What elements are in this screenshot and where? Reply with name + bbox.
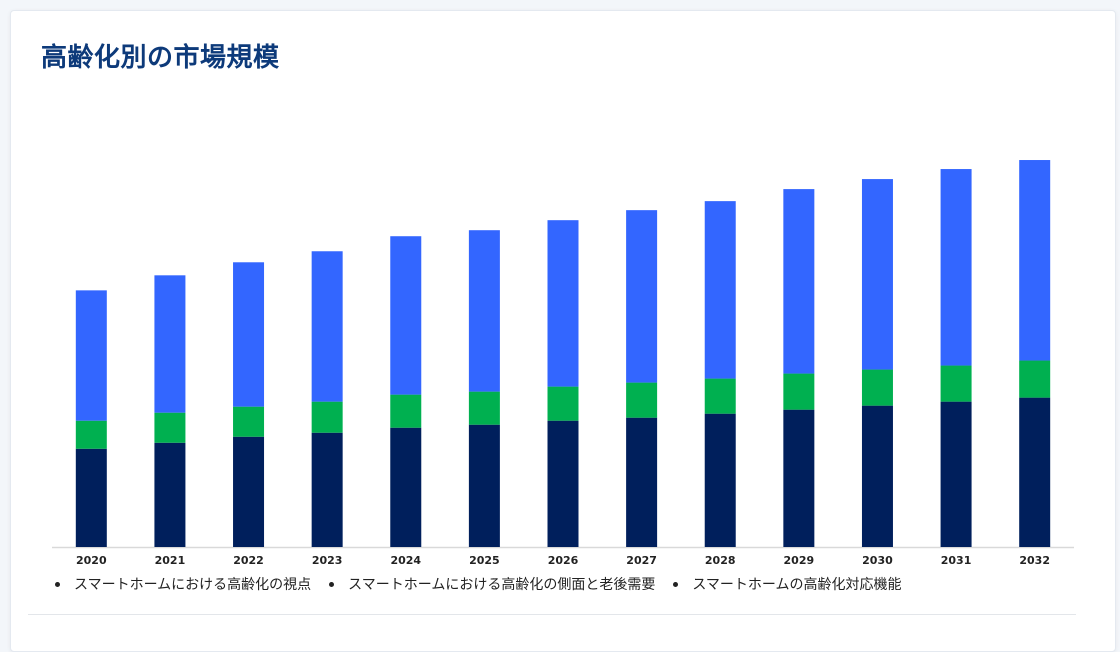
bar-2031-series-2 <box>940 365 972 402</box>
legend-item-2: スマートホームにおける高齢化の側面と老後需要 <box>329 574 655 594</box>
bar-2030-series-1 <box>861 405 893 547</box>
legend-label-3: スマートホームの高齢化対応機能 <box>692 577 902 593</box>
bar-2028-series-3 <box>704 201 736 379</box>
x-tick-label-2023: 2023 <box>312 554 343 567</box>
x-tick-label-2031: 2031 <box>941 554 972 567</box>
divider <box>28 614 1076 615</box>
bar-2026-series-1 <box>547 420 579 547</box>
legend: スマートホームにおける高齢化の視点 スマートホームにおける高齢化の側面と老後需要… <box>55 574 920 594</box>
x-tick-label-2022: 2022 <box>233 554 264 567</box>
bar-2030-series-2 <box>861 369 893 406</box>
bar-2025-series-1 <box>468 424 500 547</box>
x-tick-label-2020: 2020 <box>76 554 107 567</box>
x-tick-label-2029: 2029 <box>784 554 815 567</box>
bar-2027-series-3 <box>626 210 658 383</box>
bar-chart: 2020 2021 2022 2023 2024 2025 2026 2027 2028 2029… <box>52 160 1074 567</box>
bar-2026-series-2 <box>547 386 579 421</box>
bar-2031-series-1 <box>940 401 972 547</box>
bar-2021-series-1 <box>154 442 186 547</box>
legend-label-1: スマートホームにおける高齢化の視点 <box>74 577 312 593</box>
legend-item-3: スマートホームの高齢化対応機能 <box>673 574 902 594</box>
x-tick-label-2025: 2025 <box>469 554 500 567</box>
bar-2021-series-2 <box>154 412 186 443</box>
bar-2029-series-1 <box>783 409 815 547</box>
x-tick-label-2028: 2028 <box>705 554 736 567</box>
bar-2031-series-3 <box>940 169 972 366</box>
legend-item-1: スマートホームにおける高齢化の視点 <box>55 574 311 594</box>
x-tick-label-2030: 2030 <box>862 554 893 567</box>
bar-2020-series-1 <box>75 448 107 547</box>
legend-label-2: スマートホームにおける高齢化の側面と老後需要 <box>348 577 656 593</box>
bar-2028-series-2 <box>704 378 736 414</box>
bar-2029-series-3 <box>783 189 815 374</box>
bar-2032-series-3 <box>1019 160 1051 361</box>
bullet-icon <box>55 581 60 587</box>
bar-2032-series-1 <box>1019 397 1051 547</box>
bullet-icon <box>329 581 335 587</box>
bar-2022-series-2 <box>233 406 265 437</box>
bar-2025-series-2 <box>468 391 500 425</box>
bar-2023-series-3 <box>311 251 343 402</box>
bar-2022-series-3 <box>233 262 265 407</box>
x-tick-label-2027: 2027 <box>626 554 657 567</box>
bar-2029-series-2 <box>783 373 815 410</box>
bar-2024-series-2 <box>390 394 422 428</box>
bar-2032-series-2 <box>1019 360 1051 398</box>
bar-2020-series-3 <box>75 290 107 421</box>
bar-2025-series-3 <box>468 230 500 392</box>
bar-2024-series-3 <box>390 236 422 395</box>
bar-2020-series-2 <box>75 420 107 449</box>
bar-2027-series-2 <box>626 382 658 418</box>
bar-2021-series-3 <box>154 275 186 413</box>
page-title: 高齢化別の市場規模 <box>41 43 280 73</box>
bar-2030-series-3 <box>861 179 893 370</box>
x-tick-label-2032: 2032 <box>1019 554 1050 567</box>
bar-2023-series-1 <box>311 432 343 547</box>
bar-2027-series-1 <box>626 417 658 547</box>
bar-2022-series-1 <box>233 436 265 547</box>
bar-2024-series-1 <box>390 427 422 547</box>
x-tick-label-2026: 2026 <box>548 554 579 567</box>
x-tick-label-2021: 2021 <box>155 554 186 567</box>
bar-2023-series-2 <box>311 401 343 433</box>
bar-2028-series-1 <box>704 413 736 547</box>
bullet-icon <box>673 581 679 587</box>
bar-2026-series-3 <box>547 220 579 387</box>
x-tick-label-2024: 2024 <box>390 554 421 567</box>
